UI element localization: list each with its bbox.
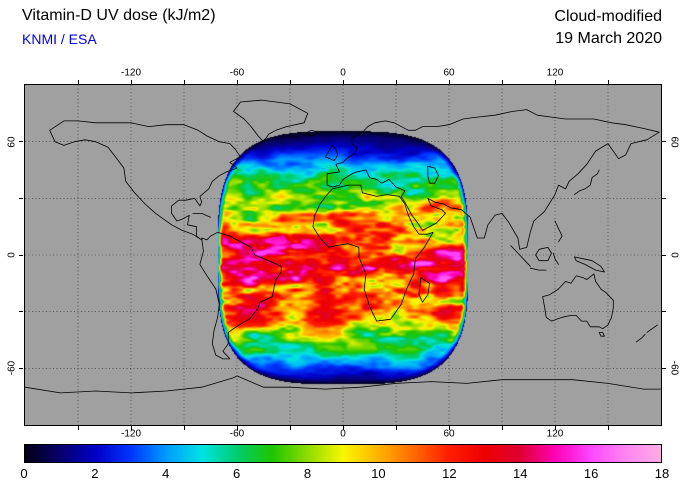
axis-tick xyxy=(501,80,503,84)
axis-tick xyxy=(554,80,556,84)
axis-tick xyxy=(19,254,23,256)
axis-tick xyxy=(77,426,79,430)
axis-tick xyxy=(183,426,185,430)
axis-tick xyxy=(236,426,238,430)
lon-tick-label-bottom: 60 xyxy=(443,428,455,440)
coastlines xyxy=(25,99,661,394)
colorbar-tick-label: 16 xyxy=(583,466,599,481)
colorbar-tick-label: 2 xyxy=(91,466,99,481)
lon-tick-label-bottom: -120 xyxy=(120,428,142,440)
axis-tick xyxy=(662,311,666,313)
axis-tick xyxy=(19,141,23,143)
colorbar xyxy=(24,444,662,463)
axis-tick xyxy=(395,80,397,84)
colorbar-tick-label: 14 xyxy=(512,466,528,481)
axis-tick xyxy=(554,426,556,430)
axis-tick xyxy=(130,80,132,84)
lat-tick-label-left: 0 xyxy=(6,252,18,258)
lat-tick-label-right: -60 xyxy=(668,361,680,376)
axis-tick xyxy=(19,197,23,199)
lat-tick-label-right: 60 xyxy=(668,136,680,148)
lon-tick-label-bottom: 120 xyxy=(546,428,564,440)
lon-tick-label-top: 120 xyxy=(546,67,564,79)
axis-tick xyxy=(130,426,132,430)
axis-tick xyxy=(501,426,503,430)
axis-tick xyxy=(236,80,238,84)
colorbar-tick-label: 4 xyxy=(162,466,170,481)
axis-tick xyxy=(662,254,666,256)
chart-credit: KNMI / ESA xyxy=(22,31,97,47)
lon-tick-label-top: 0 xyxy=(340,67,346,79)
lat-tick-label-right: 0 xyxy=(668,252,680,258)
colorbar-tick-label: 6 xyxy=(233,466,241,481)
colorbar-tick-label: 0 xyxy=(20,466,28,481)
mode-label: Cloud-modified xyxy=(554,8,662,25)
colorbar-tick-label: 18 xyxy=(654,466,670,481)
axis-tick xyxy=(289,426,291,430)
axis-tick xyxy=(77,80,79,84)
header-right: Cloud-modified 19 March 2020 xyxy=(554,6,662,50)
axis-tick xyxy=(607,426,609,430)
axis-tick xyxy=(342,80,344,84)
axis-tick xyxy=(662,197,666,199)
colorbar-gradient xyxy=(25,445,661,462)
lon-tick-label-top: -120 xyxy=(120,67,142,79)
colorbar-tick-label: 12 xyxy=(442,466,457,481)
axis-tick xyxy=(183,80,185,84)
axis-tick xyxy=(607,80,609,84)
lat-tick-label-left: -60 xyxy=(6,361,18,376)
axis-tick xyxy=(19,367,23,369)
lon-tick-label-bottom: -60 xyxy=(229,428,245,440)
lon-tick-label-top: -60 xyxy=(229,67,245,79)
map-panel xyxy=(24,84,662,426)
colorbar-tick-label: 8 xyxy=(303,466,312,481)
axis-tick xyxy=(662,141,666,143)
axis-tick xyxy=(19,311,23,313)
axis-tick xyxy=(448,80,450,84)
uv-dose-swath xyxy=(25,85,661,425)
axis-tick xyxy=(395,426,397,430)
date-label: 19 March 2020 xyxy=(555,30,662,47)
lon-tick-label-top: 60 xyxy=(443,67,455,79)
colorbar-tick-label: 10 xyxy=(371,466,386,481)
lat-tick-label-left: 60 xyxy=(6,136,18,148)
axis-tick xyxy=(662,367,666,369)
axis-tick xyxy=(342,426,344,430)
axis-tick xyxy=(448,426,450,430)
chart-title: Vitamin-D UV dose (kJ/m2) xyxy=(22,7,216,24)
axis-tick xyxy=(289,80,291,84)
lon-tick-label-bottom: 0 xyxy=(340,428,346,440)
